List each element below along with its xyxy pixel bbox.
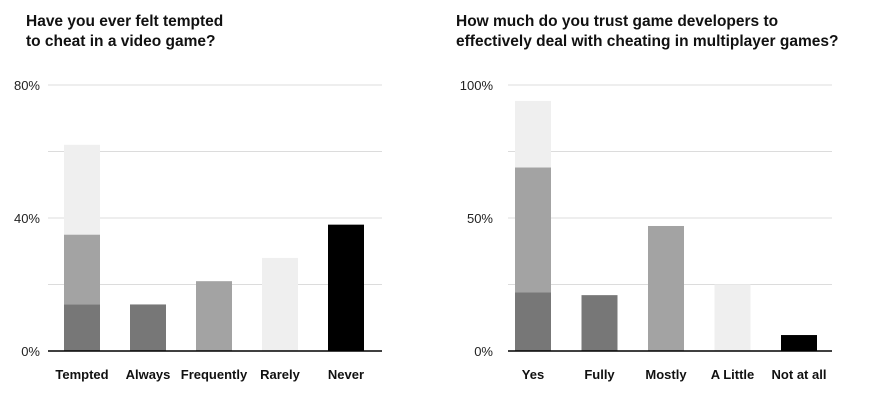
chart-title-line-2: to cheat in a video game? [26,33,216,50]
bar-segment [262,257,298,351]
bar-chart-plot: 0% 50% 100% Yes Fully Mostly A Little Not at al… [460,78,832,382]
bar-segment [328,224,364,351]
x-tick-label: Never [328,367,364,382]
chart-title: How much do you trust game developers to… [456,12,838,52]
y-tick-label: 100% [460,78,494,93]
bar-segment [64,144,100,235]
bar-segment [714,284,751,351]
chart-trust-developers: How much do you trust game developers to… [430,0,880,410]
y-tick-label: 50% [467,211,493,226]
bar-segment [515,292,551,351]
bar-segment [64,304,100,351]
chart-title: Have you ever felt tempted to cheat in a… [26,12,223,52]
x-tick-label: Frequently [181,367,248,382]
bar-chart-plot: 0% 40% 80% Tempted Always Frequently Rarely Nev… [14,78,382,382]
y-tick-label: 0% [474,344,493,359]
bar-segment [130,304,166,351]
chart-title-line-1: Have you ever felt tempted [26,13,224,30]
y-tick-label: 40% [14,211,40,226]
x-tick-label: Rarely [260,367,301,382]
y-tick-label: 80% [14,78,40,93]
x-tick-label: Always [126,367,171,382]
x-tick-label: Mostly [645,367,687,382]
bar-segment [515,167,551,293]
bar-segment [581,295,618,351]
x-tick-label: Tempted [55,367,108,382]
x-tick-label: Fully [584,367,615,382]
chart-title-line-1: How much do you trust game developers to [456,13,779,30]
bar-segment [648,225,684,351]
x-tick-label: Not at all [772,367,827,382]
bar-segment [515,100,551,168]
bar-segment [781,335,817,351]
chart-title-line-2: effectively deal with cheating in multip… [456,33,839,50]
chart-tempted-to-cheat: Have you ever felt tempted to cheat in a… [0,0,420,410]
x-tick-label: A Little [711,367,755,382]
x-tick-label: Yes [522,367,544,382]
y-tick-label: 0% [21,344,40,359]
bar-segment [64,234,100,305]
bar-segment [196,281,232,351]
